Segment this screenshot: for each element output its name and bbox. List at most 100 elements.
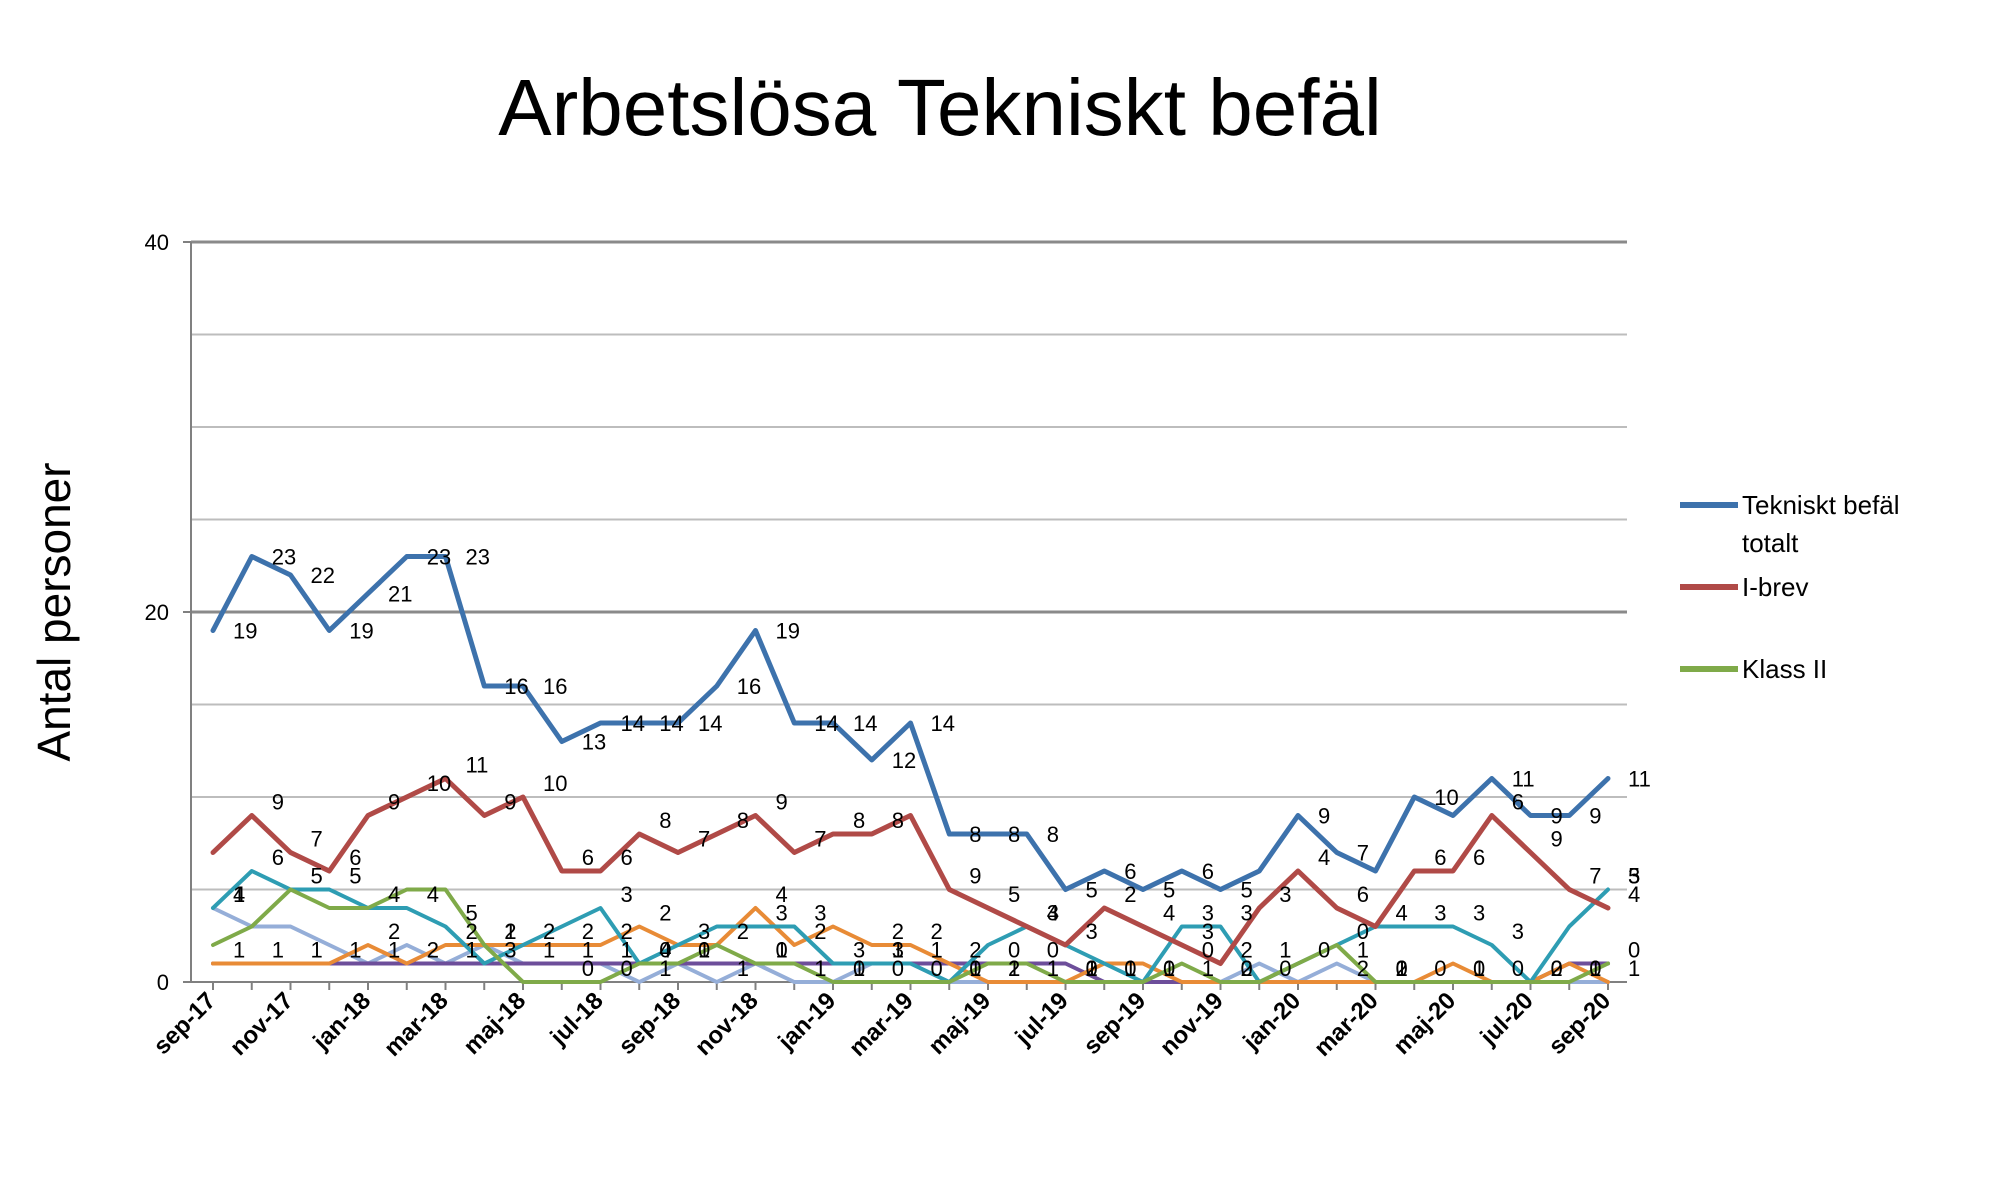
data-label: 0 bbox=[1473, 956, 1485, 981]
data-label: 3 bbox=[1086, 919, 1098, 944]
y-tick-label: 20 bbox=[145, 600, 169, 625]
data-label: 8 bbox=[853, 808, 865, 833]
series-line bbox=[210, 554, 1611, 892]
data-label: 3 bbox=[1241, 901, 1253, 926]
data-label: 6 bbox=[1473, 845, 1485, 870]
data-label: 9 bbox=[504, 790, 516, 815]
data-label: 4 bbox=[427, 882, 439, 907]
data-label: 7 bbox=[1357, 841, 1369, 866]
x-tick-label: sep-18 bbox=[613, 987, 686, 1060]
legend: Tekniskt befäl totalt I-brev Klass II bbox=[1680, 490, 1900, 684]
data-label: 5 bbox=[466, 901, 478, 926]
data-label: 3 bbox=[1512, 919, 1524, 944]
data-label: 8 bbox=[1008, 822, 1020, 847]
legend-label: Tekniskt befäl bbox=[1742, 490, 1900, 520]
data-label: 4 bbox=[659, 938, 671, 963]
data-label: 9 bbox=[969, 864, 981, 889]
x-tick-label: mar-19 bbox=[844, 987, 919, 1062]
data-label: 7 bbox=[1589, 864, 1601, 889]
data-label: 8 bbox=[969, 822, 981, 847]
data-label: 5 bbox=[1163, 878, 1175, 903]
data-label: 9 bbox=[1551, 804, 1563, 829]
data-label: 0 bbox=[1279, 956, 1291, 981]
data-label: 1 bbox=[311, 938, 323, 963]
data-label: 1 bbox=[1589, 956, 1601, 981]
data-label: 1 bbox=[853, 956, 865, 981]
data-label: 14 bbox=[659, 711, 683, 736]
data-label: 3 bbox=[1279, 882, 1291, 907]
x-tick-label: sep-20 bbox=[1543, 987, 1616, 1060]
data-label: 6 bbox=[349, 845, 361, 870]
data-label: 23 bbox=[427, 545, 451, 570]
y-tick-labels: 0 20 40 bbox=[145, 230, 191, 995]
data-label: 2 bbox=[737, 919, 749, 944]
data-label: 3 bbox=[1434, 901, 1446, 926]
data-label: 6 bbox=[1434, 845, 1446, 870]
series-lines bbox=[210, 554, 1611, 984]
data-label: 14 bbox=[814, 711, 838, 736]
data-label: 1 bbox=[388, 938, 400, 963]
data-label: 6 bbox=[272, 845, 284, 870]
data-label: 0 bbox=[931, 956, 943, 981]
data-label: 7 bbox=[698, 827, 710, 852]
data-label: 1 bbox=[543, 938, 555, 963]
data-label: 0 bbox=[1551, 956, 1563, 981]
data-label: 16 bbox=[737, 674, 761, 699]
data-label: 4 bbox=[1047, 901, 1059, 926]
data-label: 0 bbox=[1589, 956, 1601, 981]
series-line bbox=[210, 776, 1611, 966]
data-label: 6 bbox=[1357, 882, 1369, 907]
data-label: 2 bbox=[504, 919, 516, 944]
x-tick-label: maj-18 bbox=[458, 987, 531, 1060]
x-tick-label: nov-18 bbox=[690, 987, 764, 1061]
data-label: 0 bbox=[698, 938, 710, 963]
data-label: 6 bbox=[1512, 790, 1524, 815]
data-label: 4 bbox=[1396, 901, 1408, 926]
data-label: 19 bbox=[233, 619, 257, 644]
data-label: 0 bbox=[1202, 938, 1214, 963]
data-label: 1 bbox=[1047, 956, 1059, 981]
legend-label: Klass II bbox=[1742, 654, 1827, 684]
data-label: 1 bbox=[659, 956, 671, 981]
data-label: 13 bbox=[582, 730, 606, 755]
data-label: 1 bbox=[737, 956, 749, 981]
data-label: 14 bbox=[931, 711, 955, 736]
data-label: 1 bbox=[582, 938, 594, 963]
data-label: 2 bbox=[1241, 938, 1253, 963]
data-label: 3 bbox=[892, 938, 904, 963]
x-tick-label: sep-17 bbox=[148, 987, 221, 1060]
data-label: 5 bbox=[1086, 878, 1098, 903]
data-label: 0 bbox=[1357, 919, 1369, 944]
data-label: 2 bbox=[1241, 956, 1253, 981]
data-label: 1 bbox=[349, 938, 361, 963]
data-label: 0 bbox=[1086, 956, 1098, 981]
data-label: 9 bbox=[1551, 827, 1563, 852]
data-label: 2 bbox=[543, 919, 555, 944]
data-label: 5 bbox=[311, 864, 323, 889]
data-label: 3 bbox=[1047, 901, 1059, 926]
data-label: 9 bbox=[388, 790, 400, 815]
data-label: 0 bbox=[1163, 956, 1175, 981]
data-label: 3 bbox=[1473, 901, 1485, 926]
data-label: 1 bbox=[969, 956, 981, 981]
data-label: 19 bbox=[776, 619, 800, 644]
data-label: 14 bbox=[853, 711, 877, 736]
data-label: 11 bbox=[466, 753, 489, 778]
data-label: 0 bbox=[1318, 938, 1330, 963]
y-axis-title: Antal personer bbox=[28, 462, 80, 761]
data-label: 2 bbox=[1357, 956, 1369, 981]
data-label: 1 bbox=[621, 938, 633, 963]
data-label: 1 bbox=[1357, 938, 1369, 963]
data-label: 3 bbox=[621, 882, 633, 907]
data-label: 2 bbox=[1124, 882, 1136, 907]
data-label: 4 bbox=[1163, 901, 1175, 926]
data-label: 8 bbox=[737, 808, 749, 833]
data-label: 10 bbox=[543, 771, 567, 796]
data-label: 21 bbox=[388, 582, 412, 607]
data-label: 10 bbox=[1434, 785, 1458, 810]
data-label: 1 bbox=[814, 956, 826, 981]
data-label: 3 bbox=[1202, 901, 1214, 926]
data-label: 1 bbox=[776, 938, 788, 963]
x-tick-label: jan-19 bbox=[772, 987, 841, 1056]
data-label: 0 bbox=[776, 938, 788, 963]
